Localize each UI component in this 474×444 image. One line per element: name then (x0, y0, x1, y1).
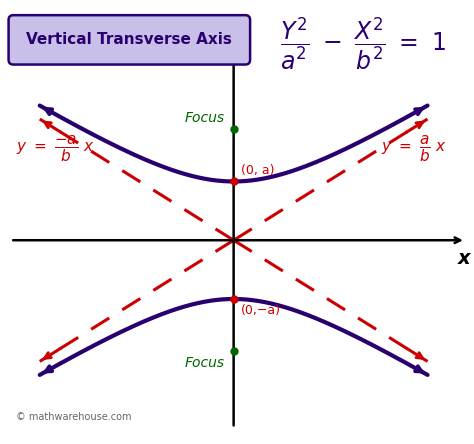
Text: $\dfrac{Y^2}{a^2}\ -\ \dfrac{X^2}{b^2}\ =\ 1$: $\dfrac{Y^2}{a^2}\ -\ \dfrac{X^2}{b^2}\ … (280, 15, 446, 72)
Text: Vertical Transverse Axis: Vertical Transverse Axis (27, 32, 232, 48)
FancyBboxPatch shape (9, 15, 250, 64)
Text: (0, a): (0, a) (241, 164, 274, 177)
Text: $y\ =\ \dfrac{a}{b}\ x$: $y\ =\ \dfrac{a}{b}\ x$ (381, 134, 446, 164)
Text: © mathwarehouse.com: © mathwarehouse.com (16, 412, 132, 422)
Text: Focus: Focus (185, 111, 225, 125)
Text: (0,−a): (0,−a) (241, 304, 281, 317)
Text: Focus: Focus (185, 356, 225, 370)
Text: x: x (458, 249, 470, 268)
Text: $y\ =\ \dfrac{-a}{b}\ x$: $y\ =\ \dfrac{-a}{b}\ x$ (16, 134, 94, 164)
